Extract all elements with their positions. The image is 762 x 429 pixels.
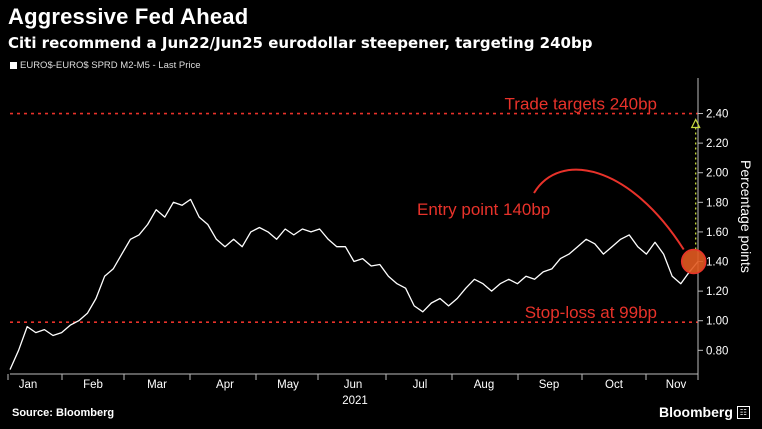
annotations: Entry point 140bp bbox=[417, 118, 707, 275]
legend-swatch bbox=[10, 62, 17, 69]
x-tick-label: Jan bbox=[19, 379, 38, 391]
x-tick-label: Jul bbox=[413, 379, 428, 391]
x-tick-label: Jun bbox=[344, 379, 363, 391]
x-tick-label: Aug bbox=[474, 379, 494, 391]
x-year-label: 2021 bbox=[342, 395, 368, 407]
y-tick-label: 1.60 bbox=[706, 227, 728, 239]
target-arrow-head bbox=[690, 118, 701, 129]
y-tick-label: 2.40 bbox=[706, 109, 728, 121]
entry-point-marker bbox=[680, 248, 707, 275]
x-tick-label: Feb bbox=[83, 379, 103, 391]
entry-point-label: Entry point 140bp bbox=[417, 200, 550, 219]
x-tick-label: Oct bbox=[605, 379, 624, 391]
entry-pointer-curve bbox=[533, 168, 685, 251]
brand-logo: Bloomberg ☷ bbox=[659, 404, 750, 420]
chart-subtitle: Citi recommend a Jun22/Jun25 eurodollar … bbox=[8, 34, 593, 52]
legend: EURO$-EURO$ SPRD M2-M5 - Last Price bbox=[10, 60, 201, 71]
reference-lines: Trade targets 240bp Stop-loss at 99bp bbox=[10, 95, 698, 324]
x-tick-label: Sep bbox=[539, 379, 559, 391]
source-note: Source: Bloomberg bbox=[12, 407, 115, 419]
y-tick-label: 1.00 bbox=[706, 316, 728, 328]
y-tick-label: 1.40 bbox=[706, 257, 728, 269]
y-tick-label: 1.20 bbox=[706, 286, 728, 298]
x-tick-label: Apr bbox=[216, 379, 234, 391]
y-tick-label: 0.80 bbox=[706, 345, 728, 357]
x-tick-label: May bbox=[277, 379, 299, 391]
y-tick-label: 2.20 bbox=[706, 138, 728, 150]
legend-label: EURO$-EURO$ SPRD M2-M5 - Last Price bbox=[20, 60, 201, 71]
reference-label: Trade targets 240bp bbox=[505, 95, 657, 114]
terminal-icon: ☷ bbox=[736, 405, 750, 419]
y-tick-label: 1.80 bbox=[706, 197, 728, 209]
reference-label: Stop-loss at 99bp bbox=[525, 303, 657, 322]
brand-name: Bloomberg bbox=[659, 404, 733, 420]
y-axis: 0.80 1.00 1.20 1.40 1.60 1.80 2.00 2.20 2.40 Perc… bbox=[697, 78, 754, 378]
y-axis-label: Percentage points bbox=[738, 160, 754, 273]
series-line bbox=[9, 198, 699, 370]
chart-title: Aggressive Fed Ahead bbox=[8, 4, 249, 29]
x-axis: Jan Feb Mar Apr May Jun Jul Aug Sep Oct Nov 2021 bbox=[7, 373, 699, 407]
y-tick-label: 2.00 bbox=[706, 168, 728, 180]
series-layer bbox=[9, 198, 699, 370]
x-tick-label: Nov bbox=[666, 379, 687, 391]
x-tick-label: Mar bbox=[147, 379, 167, 391]
